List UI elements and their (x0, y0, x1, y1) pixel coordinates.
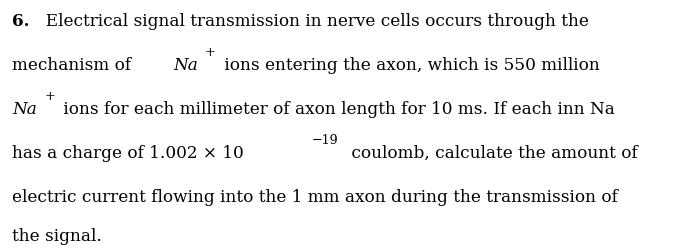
Text: the signal.: the signal. (12, 227, 102, 244)
Text: Na: Na (173, 57, 198, 74)
Text: mechanism of: mechanism of (12, 57, 137, 74)
Text: +: + (205, 46, 216, 59)
Text: ions for each millimeter of axon length for 10 ms. If each inn Na: ions for each millimeter of axon length … (58, 101, 615, 118)
Text: Electrical signal transmission in nerve cells occurs through the: Electrical signal transmission in nerve … (35, 13, 589, 30)
Text: has a charge of 1.002 × 10: has a charge of 1.002 × 10 (12, 144, 244, 162)
Text: +: + (44, 90, 55, 103)
Text: −19: −19 (311, 134, 338, 147)
Text: ions entering the axon, which is 550 million: ions entering the axon, which is 550 mil… (219, 57, 600, 74)
Text: electric current flowing into the 1 mm axon during the transmission of: electric current flowing into the 1 mm a… (12, 188, 618, 205)
Text: coulomb, calculate the amount of: coulomb, calculate the amount of (346, 144, 638, 162)
Text: Na: Na (12, 101, 37, 118)
Text: 6.: 6. (12, 13, 30, 30)
